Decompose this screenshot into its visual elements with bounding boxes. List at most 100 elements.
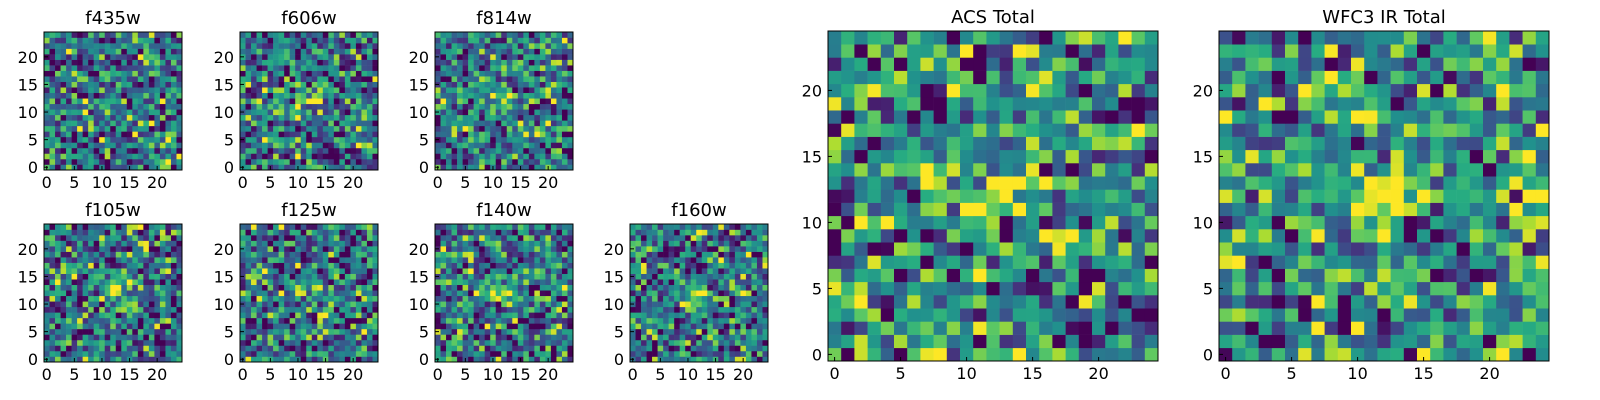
heatmap-cell — [451, 262, 458, 269]
heatmap-cell — [501, 317, 508, 324]
heatmap-cell — [104, 59, 111, 66]
heatmap-cell — [372, 153, 379, 160]
heatmap-cell — [1039, 163, 1053, 177]
heatmap-cell — [159, 81, 166, 88]
heatmap-cell — [539, 257, 546, 263]
heatmap-cell — [344, 350, 351, 357]
heatmap-cell — [170, 87, 177, 94]
heatmap-cell — [121, 48, 128, 55]
heatmap-cell — [339, 109, 346, 116]
heatmap-cell — [251, 268, 257, 274]
heatmap-cell — [567, 251, 574, 258]
heatmap-cell — [251, 279, 257, 286]
heatmap-cell — [355, 103, 362, 110]
heatmap-cell — [148, 65, 155, 71]
heatmap-cell — [556, 142, 563, 149]
heatmap-cell — [104, 103, 111, 110]
heatmap-cell — [322, 240, 329, 247]
heatmap-cell — [267, 120, 274, 127]
y-tick-label: 5 — [224, 131, 234, 150]
heatmap-cell — [446, 109, 452, 116]
heatmap-cell — [479, 273, 485, 280]
heatmap-cell — [170, 136, 177, 143]
heatmap-cell — [148, 262, 155, 269]
heatmap-cell — [245, 317, 252, 324]
heatmap-cell — [126, 268, 133, 274]
heatmap-cell — [451, 153, 458, 160]
heatmap-cell — [457, 153, 463, 160]
y-tick-label: 20 — [604, 240, 624, 259]
heatmap-cell — [652, 295, 658, 302]
heatmap-cell — [973, 281, 987, 296]
x-tick-label: 20 — [538, 365, 558, 384]
heatmap-cell — [545, 114, 552, 121]
heatmap-cell — [99, 76, 106, 82]
heatmap-cell — [479, 120, 485, 127]
heatmap-cell — [473, 328, 480, 335]
heatmap-cell — [159, 147, 166, 154]
heatmap-cell — [473, 125, 480, 132]
heatmap-cell — [446, 356, 452, 363]
heatmap-cell — [110, 54, 117, 60]
heatmap-cell — [641, 251, 647, 258]
heatmap-cell — [646, 284, 653, 291]
heatmap-cell — [501, 70, 508, 77]
heatmap-cell — [115, 98, 122, 105]
heatmap-cell — [99, 295, 106, 302]
heatmap-cell — [88, 142, 94, 149]
heatmap-cell — [333, 312, 340, 319]
heatmap-cell — [322, 109, 329, 116]
heatmap-cell — [240, 98, 246, 105]
heatmap-cell — [295, 43, 302, 49]
heatmap-cell — [473, 284, 480, 291]
heatmap-cell — [1039, 281, 1053, 296]
heatmap-cell — [690, 345, 697, 352]
heatmap-cell — [121, 43, 128, 49]
heatmap-cell — [534, 251, 541, 258]
heatmap-cell — [534, 356, 541, 363]
heatmap-cell — [646, 262, 653, 269]
heatmap-cell — [567, 98, 574, 105]
heatmap-cell — [240, 306, 246, 313]
heatmap-cell — [556, 37, 563, 44]
heatmap-cell — [121, 120, 128, 127]
heatmap-cell — [490, 279, 497, 286]
heatmap-cell — [143, 37, 150, 44]
heatmap-cell — [262, 301, 268, 308]
heatmap-cell — [328, 98, 335, 105]
heatmap-cell — [696, 257, 703, 263]
heatmap-cell — [729, 284, 736, 291]
heatmap-cell — [907, 268, 921, 283]
heatmap-cell — [440, 114, 447, 121]
heatmap-cell — [278, 81, 285, 88]
heatmap-cell — [176, 317, 183, 324]
heatmap-cell — [528, 114, 535, 121]
heatmap-cell — [366, 153, 373, 160]
heatmap-cell — [317, 323, 324, 330]
heatmap-cell — [284, 224, 290, 230]
heatmap-cell — [306, 306, 313, 313]
heatmap-cell — [71, 59, 78, 66]
heatmap-cell — [435, 125, 441, 132]
x-tick-label: 10 — [92, 173, 112, 192]
heatmap-cell — [674, 328, 680, 335]
heatmap-cell — [60, 98, 67, 105]
heatmap-cell — [646, 229, 653, 236]
heatmap-cell — [539, 87, 546, 94]
x-tick-label: 0 — [433, 173, 443, 192]
heatmap-cell — [907, 255, 921, 269]
heatmap-cell — [468, 142, 474, 149]
heatmap-cell — [561, 59, 568, 66]
heatmap-cell — [550, 290, 557, 297]
heatmap-cell — [66, 103, 72, 110]
heatmap-cell — [528, 76, 535, 82]
heatmap-cell — [143, 273, 150, 280]
heatmap-cell — [165, 284, 172, 291]
heatmap-cell — [479, 328, 485, 335]
heatmap-cell — [245, 109, 252, 116]
heatmap-cell — [170, 229, 177, 236]
heatmap-cell — [317, 246, 324, 252]
heatmap-cell — [473, 153, 480, 160]
heatmap-cell — [495, 284, 502, 291]
heatmap-cell — [159, 158, 166, 165]
